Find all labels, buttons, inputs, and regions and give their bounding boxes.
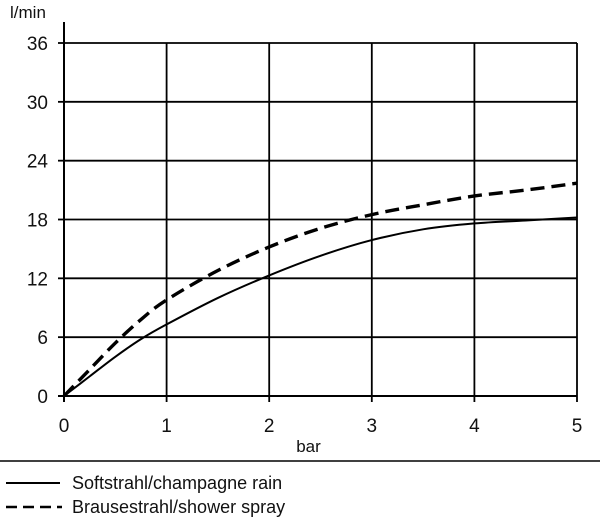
grid [64, 42, 578, 396]
x-tick-label: 5 [572, 416, 583, 437]
series-line-brausestrahl [62, 181, 578, 398]
y-tick-label: 18 [27, 211, 48, 232]
y-tick-label: 36 [27, 34, 48, 55]
x-tick-label: 0 [59, 416, 70, 437]
x-tick-label: 2 [264, 416, 275, 437]
y-tick-label: 24 [27, 152, 49, 173]
x-tick-label: 4 [469, 416, 480, 437]
y-tick-labels: 0 6 12 18 24 30 36 [27, 34, 49, 408]
x-tick-label: 1 [161, 416, 172, 437]
y-tick-label: 30 [27, 93, 48, 114]
y-tick-label: 6 [37, 328, 48, 349]
legend-label-softstrahl: Softstrahl/champagne rain [72, 473, 282, 493]
y-tick-label: 12 [27, 269, 48, 290]
y-tick-label: 0 [37, 387, 48, 408]
legend: Softstrahl/champagne rain Brausestrahl/s… [6, 473, 285, 517]
x-tick-labels: 0 1 2 3 4 5 [59, 416, 583, 437]
x-axis-label: bar [296, 437, 321, 456]
x-tick-label: 3 [367, 416, 378, 437]
legend-label-brausestrahl: Brausestrahl/shower spray [72, 497, 285, 517]
axes [58, 22, 578, 402]
series-line-softstrahl [63, 216, 578, 397]
y-axis-label: l/min [10, 3, 46, 22]
series-lines [62, 181, 578, 398]
